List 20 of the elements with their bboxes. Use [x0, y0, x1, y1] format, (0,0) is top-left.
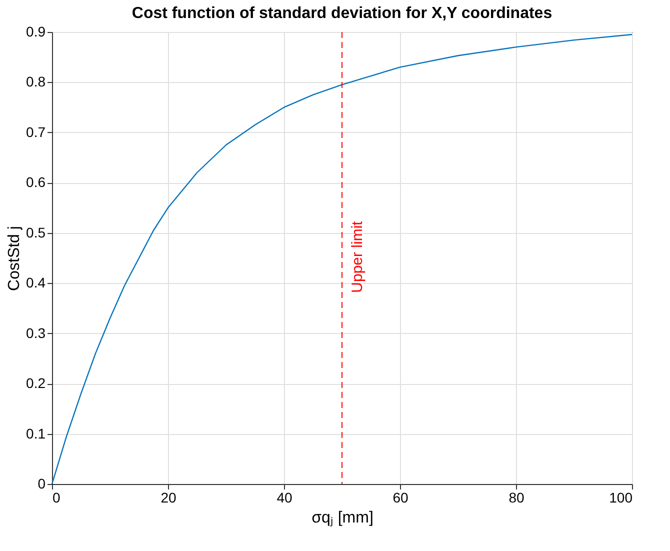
x-tick-label: 60 [392, 490, 408, 506]
x-axis-title: σqⱼ [mm] [312, 510, 374, 526]
y-tick-label: 0.4 [26, 274, 46, 291]
y-axis-title: CostStd j [6, 226, 24, 291]
y-tick-label: 0.7 [26, 124, 46, 140]
x-tick-label: 40 [276, 490, 292, 506]
y-tick-label: 0.3 [26, 324, 46, 341]
x-tick-label: 20 [160, 490, 176, 506]
y-tick-label: 0.1 [26, 425, 46, 442]
x-tick-label: 0 [52, 490, 60, 506]
x-tick-label: 80 [508, 490, 524, 506]
chart-title: Cost function of standard deviation for X,Y coordinates [132, 5, 552, 22]
ref-line-label: Upper limit [349, 220, 366, 293]
y-tick-label: 0.9 [26, 24, 46, 40]
y-tick-label: 0.5 [26, 224, 46, 240]
y-tick-label: 0.8 [26, 74, 46, 90]
x-tick-label: 100 [609, 490, 633, 506]
y-tick-label: 0.6 [26, 174, 46, 190]
y-tick-label: 0.2 [26, 375, 46, 392]
y-tick-label: 0 [38, 476, 46, 492]
